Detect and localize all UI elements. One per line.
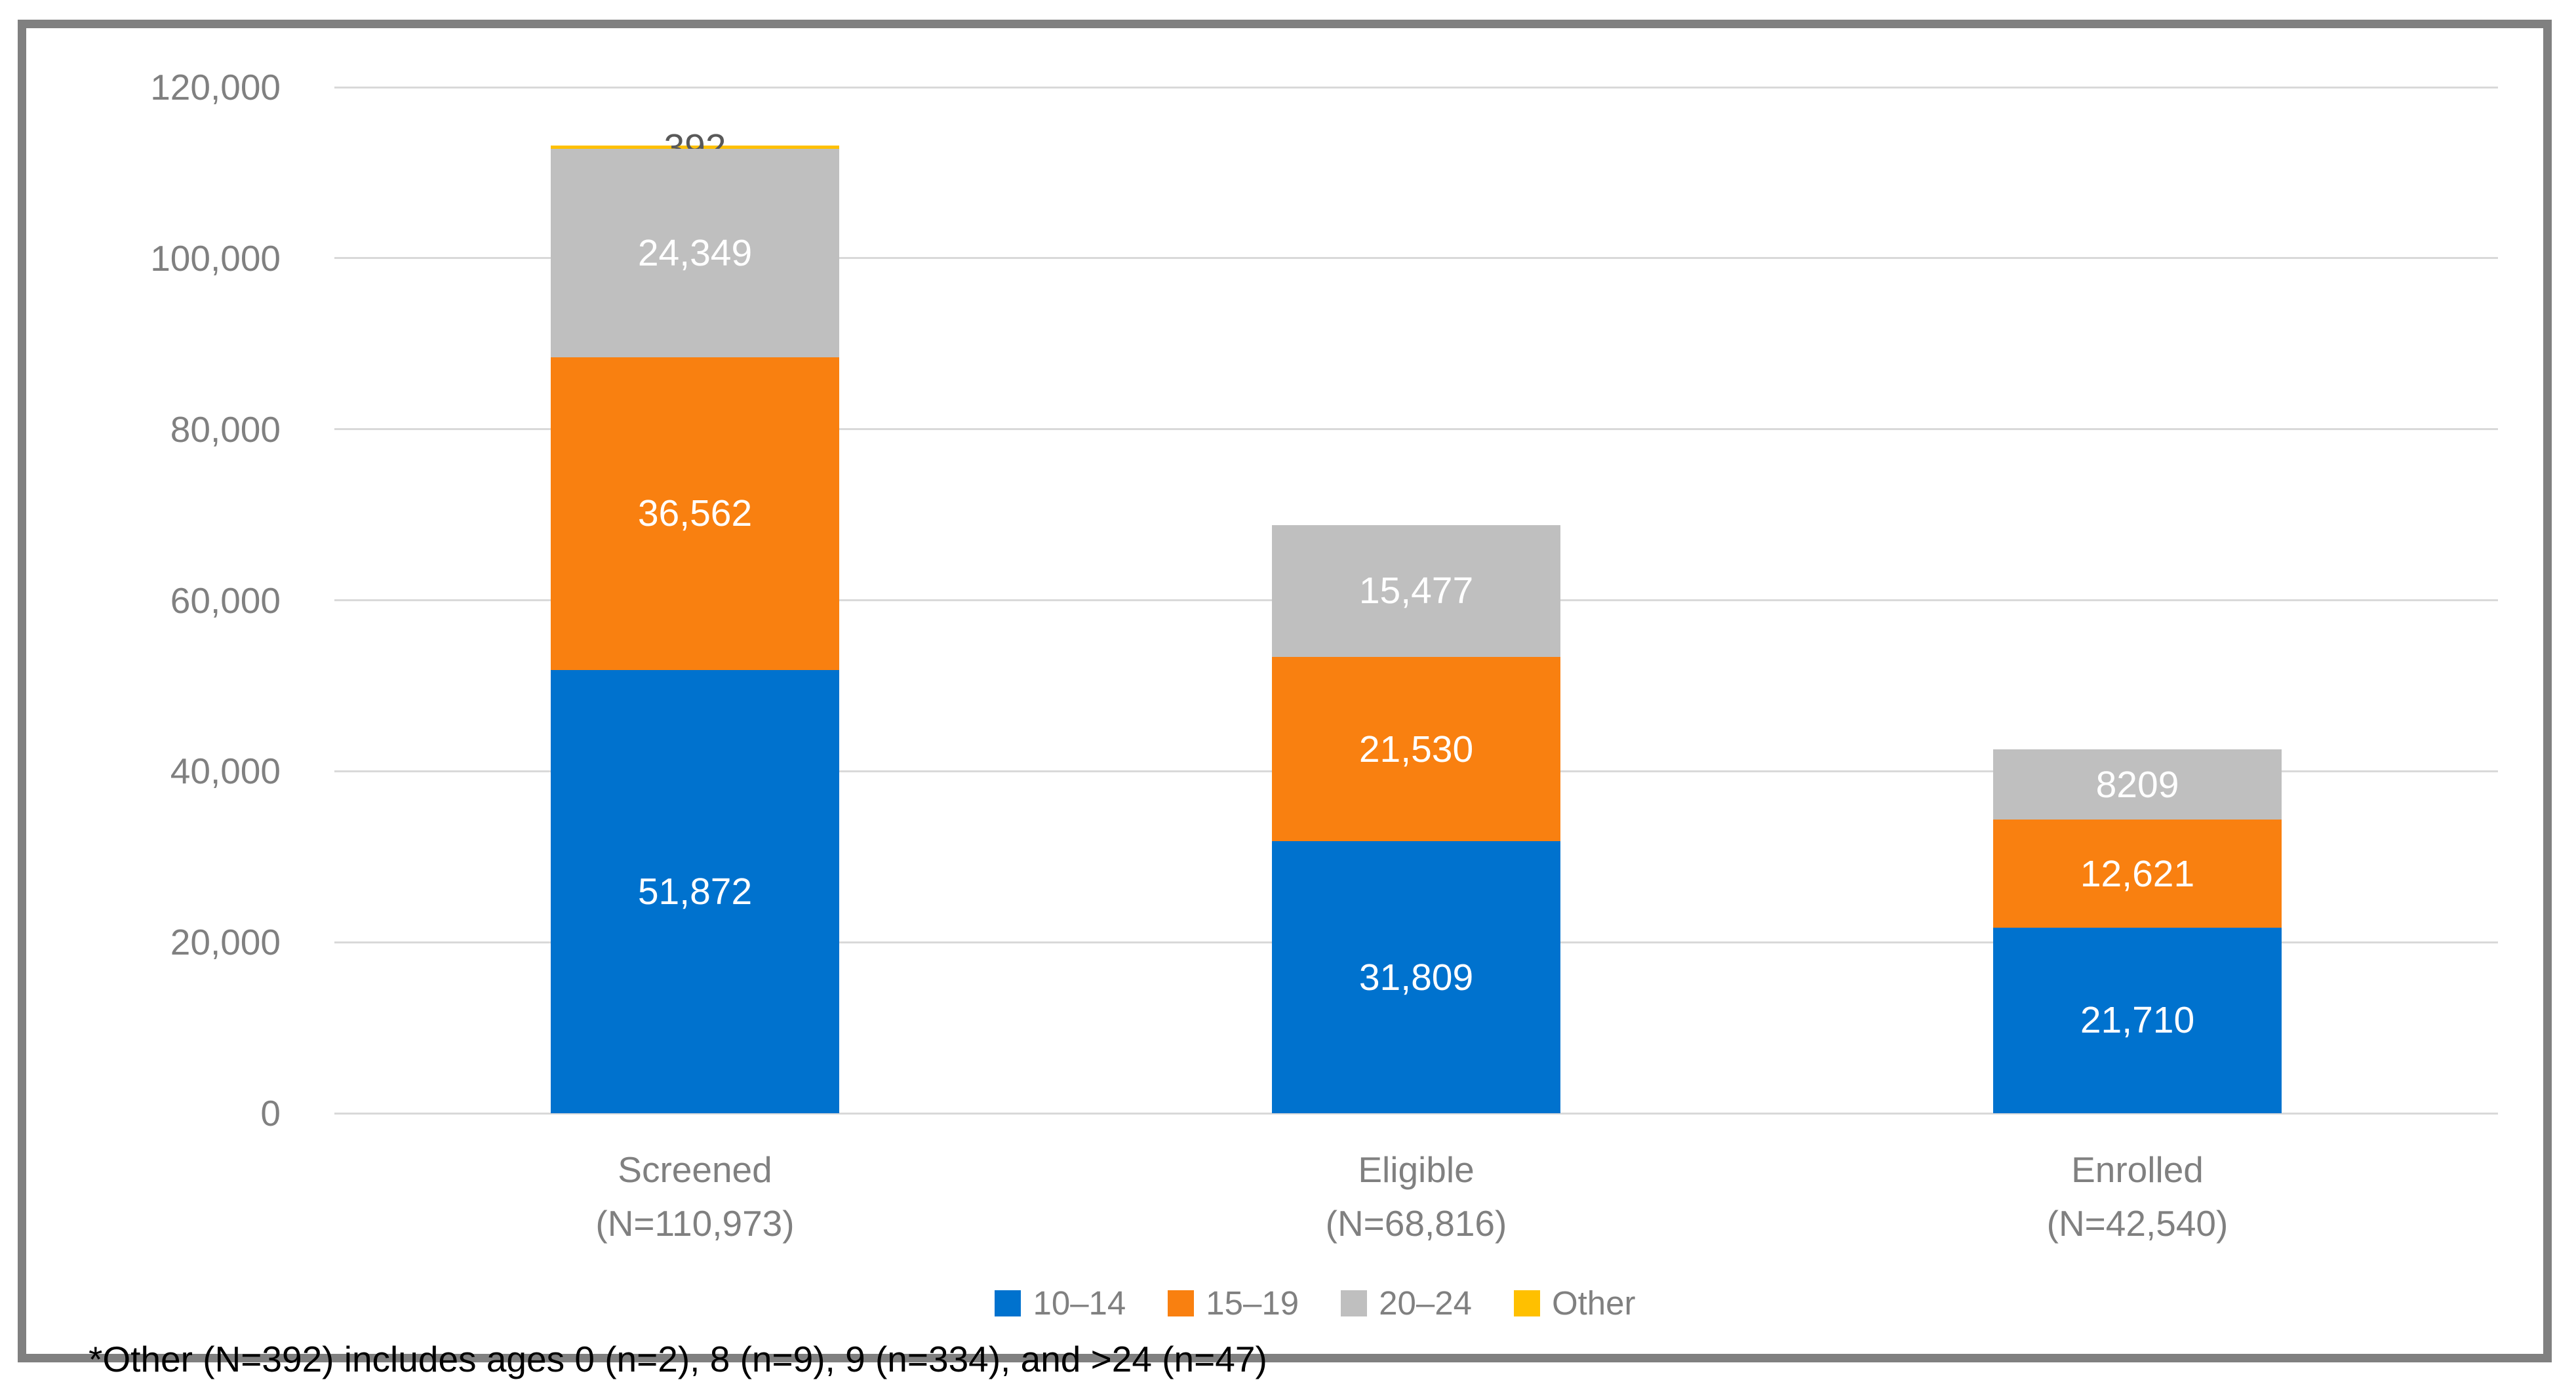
- footnote: *Other (N=392) includes ages 0 (n=2), 8 …: [89, 1339, 1267, 1379]
- y-axis: 0 20,000 40,000 60,000 80,000 100,000 120,000: [26, 67, 281, 1134]
- bar-segment-label: 36,562: [637, 492, 753, 535]
- legend-item: 20–24: [1341, 1284, 1472, 1322]
- bar-screened: 392 24,349 36,562 51,872: [551, 127, 839, 1113]
- category-label: Screened: [618, 1149, 772, 1190]
- y-axis-tick-label: 100,000: [150, 237, 281, 279]
- bar-segment-label: 8209: [2095, 763, 2179, 806]
- bar-segment-label: 12,621: [2080, 852, 2195, 895]
- bar-slot: 392 24,349 36,562 51,872: [334, 87, 1056, 1113]
- bar-segment-label: 21,530: [1358, 728, 1474, 770]
- legend-label: Other: [1551, 1284, 1636, 1322]
- legend-label: 20–24: [1379, 1284, 1472, 1322]
- category-sublabel: (N=42,540): [2046, 1203, 2229, 1244]
- bar-segment: 51,872: [551, 669, 839, 1113]
- legend-item: 15–19: [1168, 1284, 1299, 1322]
- bar-segment: 15,477: [1272, 524, 1560, 658]
- y-axis-tick-label: 40,000: [170, 751, 281, 792]
- legend-item: 10–14: [995, 1284, 1126, 1322]
- category-label: Enrolled: [2071, 1149, 2204, 1190]
- legend-swatch: [995, 1290, 1021, 1316]
- legend-swatch: [1341, 1290, 1368, 1316]
- bars-layer: 392 24,349 36,562 51,872 15,477 21,530 31,809 8…: [334, 87, 2498, 1113]
- gridline: [334, 1112, 2498, 1115]
- x-axis-labels: Screened (N=110,973) Eligible (N=68,816) Enr…: [334, 1143, 2498, 1250]
- bar-eligible: 15,477 21,530 31,809: [1272, 524, 1560, 1113]
- y-axis-tick-label: 20,000: [170, 922, 281, 963]
- legend-swatch: [1513, 1290, 1540, 1316]
- plot-area: 392 24,349 36,562 51,872 15,477 21,530 31,809 8…: [334, 86, 2498, 1115]
- bar-segment-label: 21,710: [2080, 999, 2195, 1042]
- bar-segment-label: 24,349: [637, 231, 753, 274]
- y-axis-tick-label: 80,000: [170, 408, 281, 450]
- bar-segment: 21,530: [1272, 657, 1560, 842]
- bar-slot: 15,477 21,530 31,809: [1056, 87, 1777, 1113]
- bar-segment-label: 15,477: [1358, 570, 1474, 612]
- category-sublabel: (N=68,816): [1325, 1203, 1507, 1244]
- bar-segment-label: 31,809: [1358, 956, 1474, 998]
- gridline: [334, 428, 2498, 431]
- bar-enrolled: 8209 12,621 21,710: [1993, 749, 2282, 1113]
- bar-segment: 8209: [1993, 749, 2282, 820]
- bar-segment: 36,562: [551, 357, 839, 670]
- bar-segment: 31,809: [1272, 841, 1560, 1113]
- y-axis-tick-label: 0: [260, 1093, 281, 1134]
- legend-swatch: [1168, 1290, 1195, 1316]
- category-label-screened: Screened (N=110,973): [334, 1143, 1056, 1250]
- category-label-enrolled: Enrolled (N=42,540): [1777, 1143, 2498, 1250]
- gridline: [334, 257, 2498, 260]
- y-axis-tick-label: 60,000: [170, 580, 281, 621]
- legend: 10–14 15–19 20–24 Other: [52, 1284, 2576, 1322]
- category-label-eligible: Eligible (N=68,816): [1056, 1143, 1777, 1250]
- bar-segment: 24,349: [551, 149, 839, 357]
- category-sublabel: (N=110,973): [595, 1203, 795, 1244]
- legend-item: Other: [1513, 1284, 1636, 1322]
- gridline: [334, 86, 2498, 89]
- legend-label: 15–19: [1206, 1284, 1299, 1322]
- chart-frame: 0 20,000 40,000 60,000 80,000 100,000 120,000 …: [18, 20, 2552, 1379]
- bar-segment: 21,710: [1993, 927, 2282, 1113]
- bar-slot: 8209 12,621 21,710: [1777, 87, 2498, 1113]
- legend-label: 10–14: [1033, 1284, 1126, 1322]
- bar-segment: 12,621: [1993, 820, 2282, 928]
- bar-segment-label: 51,872: [637, 870, 753, 913]
- category-label: Eligible: [1358, 1149, 1475, 1190]
- y-axis-tick-label: 120,000: [150, 67, 281, 108]
